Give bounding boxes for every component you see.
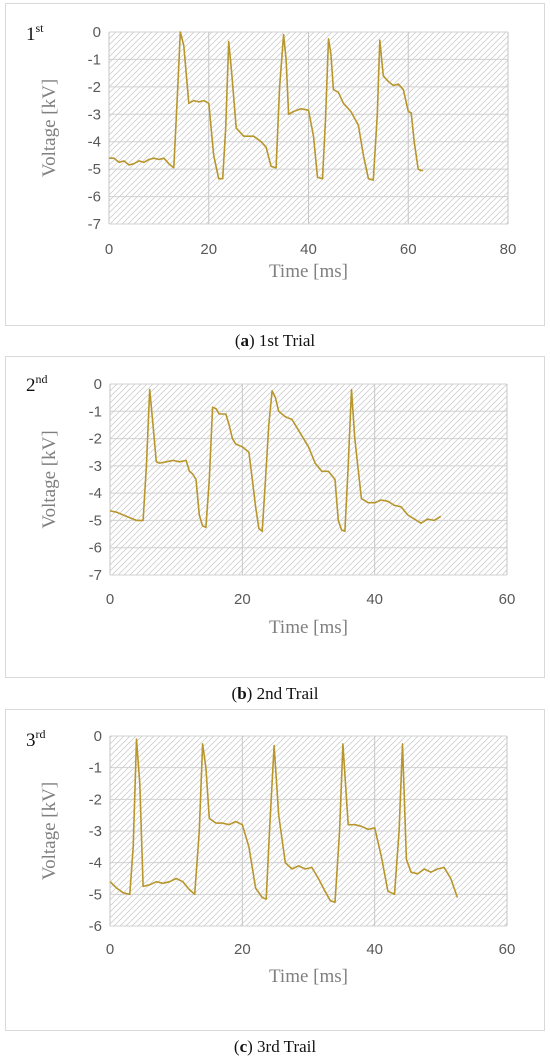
caption-c: (c) 3rd Trail [233,1037,317,1056]
y-tick-label: -1 [89,760,102,777]
series-line [109,738,459,904]
y-tick-label: -2 [89,431,102,448]
x-axis-title: Time [ms] [269,617,348,638]
trial-label: 3rd [26,727,46,751]
plot-area [110,384,507,575]
x-tick-label: 80 [500,241,517,258]
y-tick-label: -3 [88,106,101,123]
y-tick-label: -7 [88,216,101,233]
x-tick-label: 40 [366,941,383,958]
x-tick-label: 0 [105,241,113,258]
series-line [109,388,442,533]
y-tick-label: -5 [88,161,101,178]
caption-a: (a) 1st Trial [234,331,316,350]
y-tick-label: -6 [89,918,102,935]
caption-a-text: 1st Trial [254,331,316,350]
y-tick-label: -1 [89,403,102,420]
y-axis-title: Voltage [kV] [39,430,60,528]
x-tick-label: 60 [400,241,417,258]
x-axis-title: Time [ms] [269,261,348,282]
x-tick-label: 60 [499,941,516,958]
y-tick-label: -5 [89,886,102,903]
y-tick-label: -4 [89,485,102,502]
x-tick-label: 0 [106,591,114,608]
caption-a-letter: a [240,331,250,350]
y-tick-label: -3 [89,458,102,475]
x-tick-label: 20 [234,941,251,958]
trial-label: 1st [26,21,44,45]
chart-panel-3rd: 0 -1 -2 -3 -4 -5 -6 0 20 40 60 Time [ms] Voltage [kV… [5,709,545,1031]
x-axis-title: Time [ms] [269,966,348,987]
x-tick-label: 60 [499,591,516,608]
chart-panel-1st: 0 -1 -2 -3 -4 -5 -6 -7 0 20 40 60 80 Time [ms] Voltage… [5,3,545,326]
caption-c-text: 3rd Trail [252,1037,317,1056]
y-tick-label: -1 [88,51,101,68]
y-tick-label: -6 [89,540,102,557]
y-tick-label: -7 [89,567,102,584]
caption-b: (b) 2nd Trail [231,684,319,703]
y-tick-label: -2 [88,79,101,96]
y-tick-label: -6 [88,189,101,206]
x-tick-label: 20 [234,591,251,608]
x-tick-label: 40 [366,591,383,608]
y-tick-label: -2 [89,791,102,808]
y-tick-label: -5 [89,512,102,529]
y-tick-label: -4 [89,855,102,872]
caption-c-letter: c [239,1037,248,1056]
y-axis-title: Voltage [kV] [39,79,60,177]
caption-b-text: 2nd Trail [252,684,319,703]
y-tick-label: -3 [89,823,102,840]
y-tick-label: 0 [94,376,102,393]
y-tick-label: 0 [93,24,101,41]
chart-panel-2nd: 0 -1 -2 -3 -4 -5 -6 -7 0 20 40 60 Time [ms] Voltage [… [5,356,545,678]
y-axis-title: Voltage [kV] [39,782,60,880]
x-tick-label: 40 [300,241,317,258]
series-line [109,31,424,181]
y-tick-label: -4 [88,134,101,151]
caption-b-letter: b [237,684,247,703]
y-tick-label: 0 [94,728,102,745]
x-tick-label: 20 [200,241,217,258]
trial-label: 2nd [26,372,48,396]
x-tick-label: 0 [106,941,114,958]
